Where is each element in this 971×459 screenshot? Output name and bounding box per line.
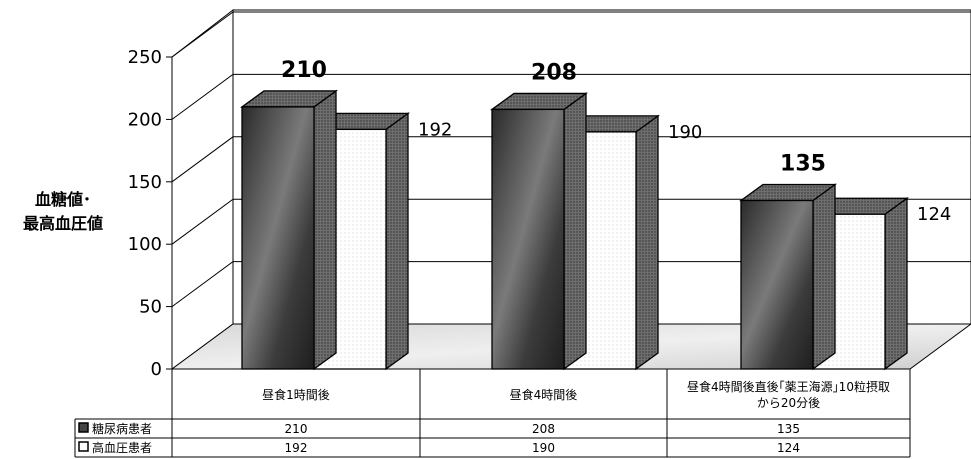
bar-series-1 xyxy=(240,89,338,371)
data-label-series-1: 210 xyxy=(281,58,327,83)
bar-series-1 xyxy=(739,183,837,371)
bar-side xyxy=(812,183,836,371)
y-axis-title: 血糖値･ xyxy=(35,190,91,209)
bar-side xyxy=(635,114,659,371)
gridline xyxy=(171,73,971,120)
side-wall xyxy=(171,8,234,370)
table-cell-value: 190 xyxy=(532,441,555,455)
legend-swatch xyxy=(78,422,89,433)
gridline xyxy=(171,261,971,308)
gridline xyxy=(171,198,971,245)
y-axis-label: 血糖値･ 最高血圧値 xyxy=(23,190,103,233)
table-cell-value: 124 xyxy=(777,441,800,455)
y-tick-label: 250 xyxy=(128,47,162,68)
y-tick-label: 0 xyxy=(151,359,162,380)
bar-front xyxy=(740,199,814,370)
legend-entry: 糖尿病患者 xyxy=(92,421,152,436)
data-table: 昼食1時間後 昼食4時間後 昼食4時間後直後｢薬王海源｣10粒摂取から20分後糖尿病… xyxy=(74,368,911,458)
y-axis-title: 最高血圧値 xyxy=(23,214,103,233)
y-tick-label: 100 xyxy=(128,234,162,255)
x-category-label: 昼食4時間後 xyxy=(510,387,578,402)
bar-side xyxy=(385,112,409,371)
table-cell-value: 208 xyxy=(532,422,555,436)
gridline xyxy=(171,136,971,183)
bar-side xyxy=(563,92,587,371)
bar-series-1 xyxy=(490,92,588,371)
y-tick-label: 200 xyxy=(128,109,162,130)
data-label-series-2: 124 xyxy=(917,204,951,225)
legend-swatch xyxy=(78,441,89,452)
bar-side xyxy=(313,89,337,371)
x-category-label: 昼食4時間後直後｢薬王海源｣10粒摂取 xyxy=(687,379,890,394)
table-cell-value: 210 xyxy=(285,422,308,436)
grid-lines xyxy=(171,11,971,308)
data-label-series-1: 208 xyxy=(531,60,577,85)
legend-entry: 高血圧患者 xyxy=(92,440,152,455)
bar-front xyxy=(241,106,315,370)
data-label-series-2: 192 xyxy=(418,119,452,140)
x-category-label: 昼食1時間後 xyxy=(262,387,330,402)
table-cell-value: 192 xyxy=(285,441,308,455)
value-labels: 210 192 208 190 135 124 xyxy=(281,58,951,225)
y-tick-label: 50 xyxy=(139,297,162,318)
y-tick-label: 150 xyxy=(128,172,162,193)
bar-front xyxy=(491,108,565,370)
bar-side xyxy=(884,196,908,371)
data-label-series-2: 190 xyxy=(668,122,702,143)
gridline xyxy=(171,11,971,58)
y-axis: 0 50 100 150 200 250 xyxy=(128,47,173,380)
x-category-label: から20分後 xyxy=(757,396,820,410)
table-cell-value: 135 xyxy=(777,422,800,436)
data-label-series-1: 135 xyxy=(780,152,826,177)
